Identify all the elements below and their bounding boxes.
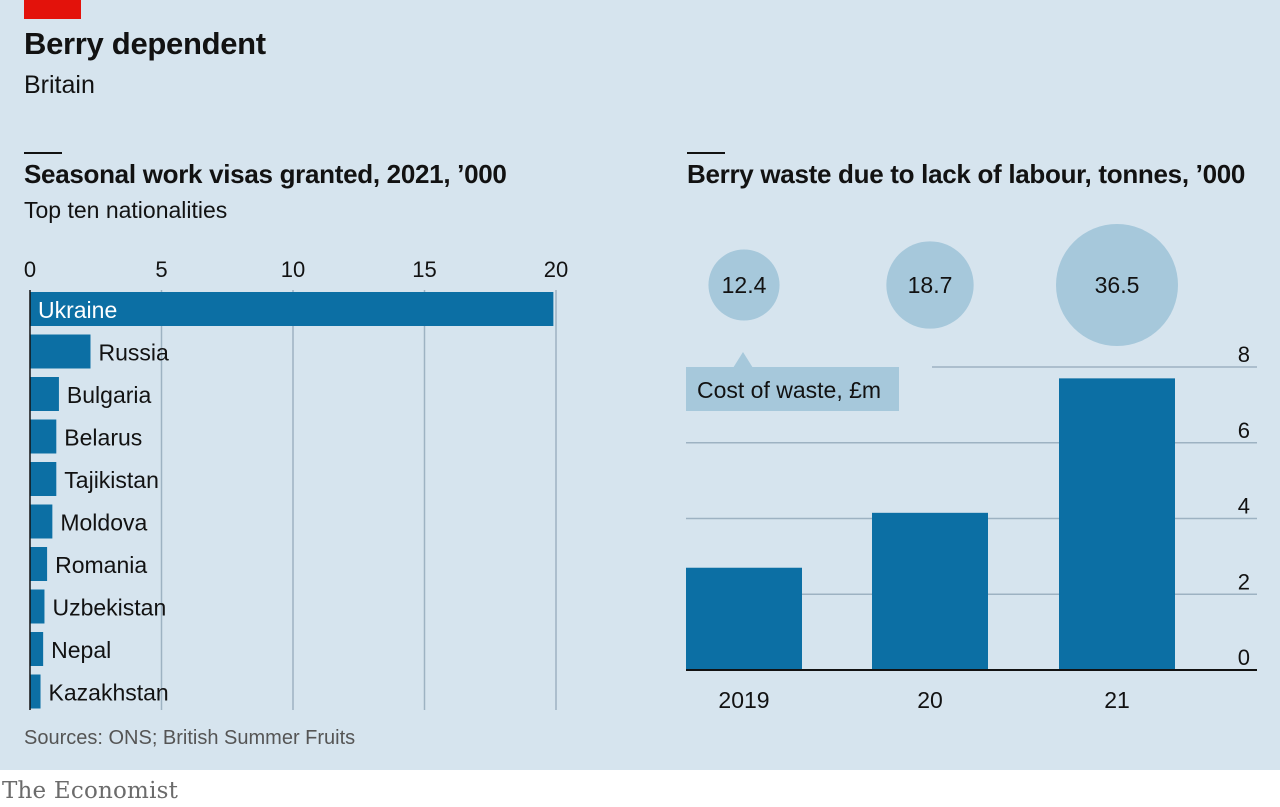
y-tick-label: 0 [1238,645,1250,670]
bar [30,547,48,581]
charts-svg: 0 5 10 15 20UkraineRussiaBulgariaBelarusTaji… [24,224,1257,713]
brand-red-tag [24,0,81,19]
bar-label: Tajikistan [64,467,159,493]
y-tick-label: 6 [1238,418,1250,443]
left-chart-rule [24,152,62,154]
x-tick-label: 10 [281,257,305,282]
page-subtitle: Britain [24,71,95,99]
bar-label: Uzbekistan [52,595,166,621]
bar [686,567,802,670]
callout-label: Cost of waste, £m [697,377,881,403]
y-tick-label: 4 [1238,494,1250,519]
bar [30,419,57,454]
x-tick-label: 20 [917,687,943,713]
y-tick-label: 8 [1238,342,1250,367]
left-chart-title: Seasonal work visas granted, 2021, ’000 [24,159,507,189]
x-tick-label: 0 [24,257,36,282]
bar-label: Ukraine [38,297,117,323]
economist-logo: The Economist [2,778,179,804]
bar-label: Nepal [51,637,111,663]
bar [30,334,91,369]
x-tick-label: 20 [544,257,568,282]
bar [872,512,988,670]
bar [30,462,57,496]
bar [30,589,45,624]
callout-box [686,367,899,411]
bar [30,504,53,539]
cost-bubble [708,249,780,321]
x-tick-label: 2019 [718,687,769,713]
y-tick-label: 2 [1238,569,1250,594]
cost-bubble [1056,224,1178,346]
bar [1059,378,1175,670]
bar [30,292,554,326]
cost-bubble [886,241,974,329]
source-note: Sources: ONS; British Summer Fruits [24,727,356,749]
bubble-value-label: 36.5 [1095,272,1140,298]
bar-label: Belarus [64,425,142,451]
bar [30,674,41,709]
x-tick-label: 21 [1104,687,1130,713]
bubble-value-label: 18.7 [908,272,953,298]
bar-label: Bulgaria [67,382,152,408]
page-title: Berry dependent [24,26,266,61]
left-chart-subtitle: Top ten nationalities [24,197,228,223]
bar [30,632,44,666]
x-tick-label: 15 [412,257,436,282]
bar-label: Russia [98,340,169,366]
bar-label: Kazakhstan [49,680,169,706]
bar-label: Romania [55,552,147,578]
callout-pointer [733,352,753,368]
right-chart-rule [687,152,725,154]
bar-label: Moldova [60,510,147,536]
bubble-value-label: 12.4 [722,272,767,298]
bar [30,377,59,411]
x-tick-label: 5 [155,257,167,282]
right-chart-title: Berry waste due to lack of labour, tonne… [687,159,1246,189]
